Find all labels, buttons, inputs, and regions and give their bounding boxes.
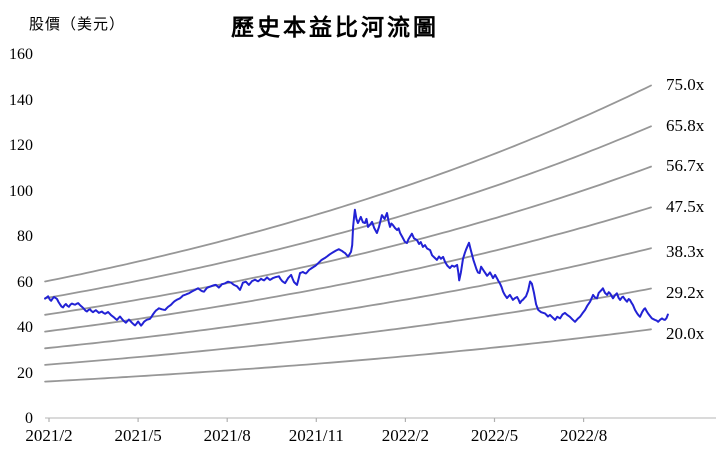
pe-band-label: 38.3x xyxy=(666,242,705,262)
y-tick-label: 160 xyxy=(9,46,33,63)
pe-band-line xyxy=(44,328,652,383)
pe-band-label: 29.2x xyxy=(666,282,705,302)
x-tick-label: 2021/11 xyxy=(288,426,344,445)
x-tick-label: 2021/8 xyxy=(203,426,251,445)
x-tick-label: 2022/2 xyxy=(381,426,429,445)
pe-band-label: 56.7x xyxy=(666,156,705,176)
chart-title: 歷史本益比河流圖 xyxy=(231,15,439,40)
pe-band-label: 47.5x xyxy=(666,197,705,217)
pe-band-line xyxy=(44,287,652,366)
x-tick-label: 2022/5 xyxy=(470,426,519,445)
pe-band-line xyxy=(44,84,652,283)
pe-band-line xyxy=(44,165,652,316)
x-tick-label: 2022/8 xyxy=(559,426,608,445)
x-tick-label: 2021/5 xyxy=(114,426,162,445)
x-tick-label: 2021/2 xyxy=(25,426,73,445)
y-tick-label: 100 xyxy=(9,182,33,200)
y-tick-label: 20 xyxy=(17,364,33,382)
pe-band-label: 65.8x xyxy=(666,115,705,135)
y-tick-label: 40 xyxy=(17,319,33,336)
pe-band-line xyxy=(44,247,652,350)
y-tick-label: 0 xyxy=(25,410,33,427)
pe-band-line xyxy=(44,206,652,333)
y-axis-title: 股價（美元） xyxy=(29,17,126,33)
y-tick-label: 60 xyxy=(17,273,33,291)
pe-band-label: 20.0x xyxy=(666,323,705,343)
pe-band-line xyxy=(44,125,652,300)
pe-band-label: 75.0x xyxy=(666,74,705,94)
price-line xyxy=(44,208,669,327)
y-tick-label: 120 xyxy=(9,137,33,154)
y-tick-label: 140 xyxy=(9,91,33,109)
y-tick-label: 80 xyxy=(17,228,33,245)
